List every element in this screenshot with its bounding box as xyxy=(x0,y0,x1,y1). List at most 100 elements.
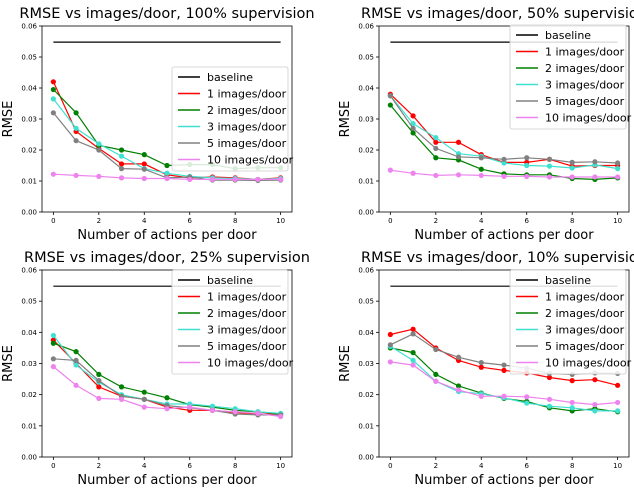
data-point xyxy=(118,384,125,390)
x-tick-label: 0 xyxy=(388,217,392,225)
legend-box xyxy=(171,269,289,375)
x-tick-label: 6 xyxy=(187,462,192,470)
data-point xyxy=(455,354,462,360)
series-1 xyxy=(387,326,621,388)
data-point xyxy=(278,176,284,183)
data-point xyxy=(546,174,553,180)
legend-box xyxy=(171,66,289,172)
data-point xyxy=(387,167,393,173)
data-point xyxy=(387,102,393,108)
y-tick-label: 0.03 xyxy=(21,116,37,124)
data-point xyxy=(209,407,216,413)
data-point xyxy=(410,357,416,363)
y-tick-label: 0.06 xyxy=(358,23,374,31)
legend-label: 5 images/door xyxy=(207,340,287,353)
legend-label: 10 images/door xyxy=(207,357,294,370)
data-point xyxy=(433,346,439,353)
y-axis-label: RMSE xyxy=(338,101,353,138)
x-tick-label: 10 xyxy=(276,462,285,470)
legend-label: 1 images/door xyxy=(545,46,625,59)
x-tick-label: 2 xyxy=(434,217,438,225)
data-point xyxy=(546,163,553,169)
legend-label: baseline xyxy=(545,274,591,287)
x-tick-label: 2 xyxy=(97,462,101,470)
data-point xyxy=(546,396,553,402)
legend-label: 10 images/door xyxy=(545,357,632,370)
y-tick-label: 0.05 xyxy=(21,54,37,62)
data-point xyxy=(455,154,462,160)
data-point xyxy=(50,364,56,370)
data-point xyxy=(478,172,484,179)
data-point xyxy=(50,86,56,93)
x-tick-label: 4 xyxy=(479,217,484,225)
data-point xyxy=(615,166,621,172)
y-tick-label: 0.03 xyxy=(358,116,374,124)
chart-title: RMSE vs images/door, 50% supervision xyxy=(361,6,634,22)
legend-label: 3 images/door xyxy=(545,79,625,92)
legend-label: baseline xyxy=(207,71,253,84)
x-axis-label: Number of actions per door xyxy=(414,473,594,488)
data-point xyxy=(501,156,507,162)
x-tick-label: 4 xyxy=(479,462,484,470)
data-point xyxy=(164,162,170,169)
data-point xyxy=(96,384,102,390)
y-tick-label: 0.04 xyxy=(21,85,37,93)
x-axis-label: Number of actions per door xyxy=(77,228,257,243)
data-point xyxy=(50,110,56,116)
y-tick-label: 0.02 xyxy=(358,391,374,399)
legend-label: 1 images/door xyxy=(207,88,287,101)
legend-label: 1 images/door xyxy=(207,291,287,304)
legend-label: 3 images/door xyxy=(207,324,287,337)
series-5 xyxy=(387,359,621,408)
data-point xyxy=(96,147,102,153)
data-point xyxy=(569,378,575,384)
x-tick-label: 10 xyxy=(613,217,622,225)
data-point xyxy=(141,166,147,172)
data-point xyxy=(569,165,575,171)
y-axis-label: RMSE xyxy=(1,345,16,382)
x-tick-label: 8 xyxy=(570,217,574,225)
data-point xyxy=(209,176,216,183)
data-point xyxy=(118,161,125,167)
x-tick-label: 0 xyxy=(388,462,392,470)
data-point xyxy=(118,396,125,402)
y-tick-label: 0.01 xyxy=(21,178,37,186)
x-axis-label: Number of actions per door xyxy=(414,228,594,243)
x-tick-label: 2 xyxy=(434,462,438,470)
x-tick-label: 0 xyxy=(51,217,55,225)
y-tick-label: 0.03 xyxy=(358,360,374,368)
legend-label: 5 images/door xyxy=(545,95,625,108)
data-point xyxy=(615,408,621,414)
legend: baseline 1 images/door 2 images/door 3 imag… xyxy=(509,269,632,375)
data-point xyxy=(387,342,393,348)
data-point xyxy=(141,161,147,167)
data-point xyxy=(410,121,416,127)
y-tick-label: 0.01 xyxy=(358,422,374,430)
data-point xyxy=(96,395,102,402)
data-point xyxy=(569,159,575,165)
y-tick-label: 0.02 xyxy=(21,147,37,155)
y-tick-label: 0.02 xyxy=(21,391,37,399)
legend-label: 2 images/door xyxy=(545,307,625,320)
data-point xyxy=(501,173,507,179)
data-point xyxy=(50,356,56,362)
data-point xyxy=(478,155,484,161)
x-axis-label: Number of actions per door xyxy=(77,473,257,488)
data-point xyxy=(187,404,193,410)
data-point xyxy=(50,79,56,85)
chart-panel-1: RMSE vs images/door, 100% supervision0.0… xyxy=(1,6,315,243)
x-tick-label: 10 xyxy=(613,462,622,470)
data-point xyxy=(592,377,598,383)
series-5 xyxy=(50,171,284,183)
data-point xyxy=(433,155,439,161)
legend-label: 3 images/door xyxy=(545,324,625,337)
data-point xyxy=(478,166,484,172)
y-tick-label: 0.00 xyxy=(21,454,37,462)
data-point xyxy=(501,393,507,399)
chart-panel-3: RMSE vs images/door, 25% supervision 0.00… xyxy=(1,250,310,488)
data-point xyxy=(478,364,484,370)
data-point xyxy=(164,406,170,412)
data-point xyxy=(524,155,530,161)
data-point xyxy=(569,405,575,411)
